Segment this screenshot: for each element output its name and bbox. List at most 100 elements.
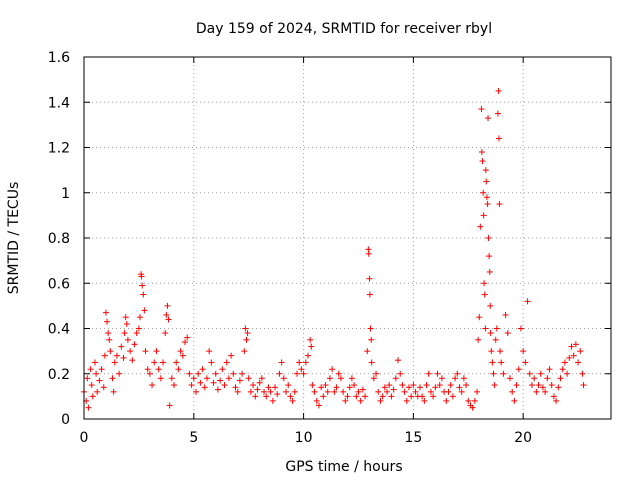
data-point bbox=[293, 370, 300, 377]
data-point bbox=[427, 388, 434, 395]
data-point bbox=[129, 357, 136, 364]
data-point bbox=[203, 375, 210, 382]
data-point bbox=[386, 382, 393, 389]
data-point bbox=[359, 386, 366, 393]
data-point bbox=[122, 314, 129, 321]
data-point bbox=[252, 393, 259, 400]
data-point bbox=[561, 359, 568, 366]
data-point bbox=[486, 253, 493, 260]
data-point bbox=[399, 382, 406, 389]
data-point bbox=[397, 370, 404, 377]
data-point bbox=[357, 397, 364, 404]
data-point bbox=[454, 370, 461, 377]
data-point bbox=[520, 348, 527, 355]
data-point bbox=[506, 375, 513, 382]
data-point bbox=[164, 302, 171, 309]
data-point bbox=[346, 384, 353, 391]
data-point bbox=[475, 336, 482, 343]
data-point bbox=[537, 370, 544, 377]
data-point bbox=[366, 291, 373, 298]
data-point bbox=[228, 352, 235, 359]
data-point bbox=[502, 311, 509, 318]
data-point bbox=[289, 397, 296, 404]
data-point bbox=[367, 325, 374, 332]
chart-title: Day 159 of 2024, SRMTID for receiver rby… bbox=[196, 21, 492, 37]
data-point bbox=[497, 348, 504, 355]
data-point bbox=[570, 352, 577, 359]
data-point bbox=[94, 388, 101, 395]
data-point bbox=[236, 377, 243, 384]
data-point bbox=[498, 359, 505, 366]
data-point bbox=[408, 393, 415, 400]
data-point bbox=[489, 359, 496, 366]
data-point bbox=[492, 336, 499, 343]
data-point bbox=[254, 386, 261, 393]
data-point bbox=[524, 298, 531, 305]
data-point bbox=[362, 393, 369, 400]
data-point bbox=[403, 397, 410, 404]
data-point bbox=[351, 382, 358, 389]
data-point bbox=[184, 334, 191, 341]
data-point bbox=[579, 370, 586, 377]
x-tick-label: 15 bbox=[404, 430, 422, 446]
data-point bbox=[509, 388, 516, 395]
data-point bbox=[256, 379, 263, 386]
data-point bbox=[481, 291, 488, 298]
data-point bbox=[460, 375, 467, 382]
data-point bbox=[121, 330, 128, 337]
data-point bbox=[566, 354, 573, 361]
data-point bbox=[287, 393, 294, 400]
data-point bbox=[234, 388, 241, 395]
data-point bbox=[232, 384, 239, 391]
data-point bbox=[113, 352, 120, 359]
data-point bbox=[544, 375, 551, 382]
y-tick-label: 0.2 bbox=[48, 367, 70, 383]
data-point bbox=[320, 393, 327, 400]
data-points bbox=[81, 87, 587, 411]
data-point bbox=[155, 366, 162, 373]
y-tick-label: 0.4 bbox=[48, 322, 70, 338]
data-point bbox=[572, 341, 579, 348]
data-point bbox=[318, 384, 325, 391]
data-point bbox=[496, 201, 503, 208]
data-point bbox=[483, 194, 490, 201]
data-point bbox=[298, 366, 305, 373]
data-point bbox=[304, 352, 311, 359]
data-point bbox=[280, 375, 287, 382]
data-point bbox=[416, 384, 423, 391]
data-point bbox=[261, 388, 268, 395]
data-point bbox=[353, 393, 360, 400]
data-point bbox=[401, 388, 408, 395]
data-point bbox=[482, 325, 489, 332]
data-point bbox=[480, 189, 487, 196]
data-point bbox=[244, 330, 251, 337]
data-point bbox=[307, 336, 314, 343]
data-point bbox=[139, 282, 146, 289]
data-point bbox=[285, 382, 292, 389]
data-point bbox=[526, 370, 533, 377]
data-point bbox=[421, 397, 428, 404]
data-point bbox=[160, 359, 167, 366]
data-point bbox=[241, 348, 248, 355]
y-tick-label: 1 bbox=[61, 186, 70, 202]
data-point bbox=[141, 307, 148, 314]
data-point bbox=[384, 388, 391, 395]
data-point bbox=[88, 382, 95, 389]
data-point bbox=[542, 388, 549, 395]
data-point bbox=[370, 375, 377, 382]
data-point bbox=[106, 336, 113, 343]
data-point bbox=[136, 314, 143, 321]
data-point bbox=[423, 382, 430, 389]
data-point bbox=[210, 379, 217, 386]
y-tick-label: 1.2 bbox=[48, 141, 70, 157]
data-point bbox=[469, 404, 476, 411]
data-point bbox=[443, 397, 450, 404]
data-point bbox=[479, 158, 486, 165]
data-point bbox=[491, 382, 498, 389]
data-point bbox=[458, 388, 465, 395]
data-point bbox=[133, 330, 140, 337]
data-point bbox=[124, 336, 131, 343]
data-point bbox=[91, 359, 98, 366]
data-point bbox=[223, 359, 230, 366]
